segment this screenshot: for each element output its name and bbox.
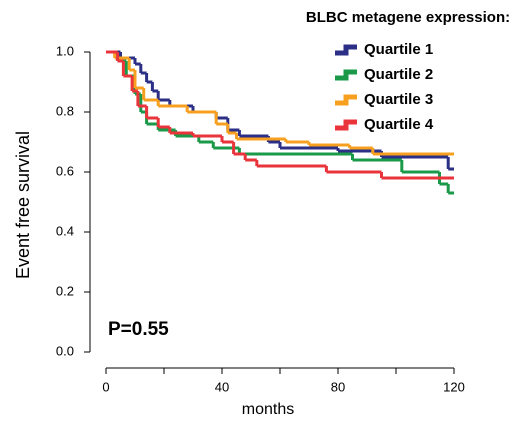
legend-label: Quartile 4 xyxy=(364,116,434,133)
p-value: P=0.55 xyxy=(108,319,169,340)
y-tick-label: 0.8 xyxy=(56,103,74,118)
legend-swatch xyxy=(335,69,357,81)
legend-label: Quartile 2 xyxy=(364,66,433,83)
chart-title: BLBC metagene expression: xyxy=(306,9,510,26)
y-tick-label: 0.2 xyxy=(56,283,74,298)
y-tick-label: 1.0 xyxy=(56,43,74,58)
x-tick-label: 120 xyxy=(443,379,465,394)
y-tick-label: 0.6 xyxy=(56,163,74,178)
y-tick-label: 0.4 xyxy=(56,223,74,238)
legend-swatch xyxy=(335,44,357,56)
x-tick-label: 40 xyxy=(215,379,229,394)
x-tick-label: 0 xyxy=(102,379,109,394)
legend-label: Quartile 1 xyxy=(364,41,433,58)
y-tick-label: 0.0 xyxy=(56,343,74,358)
x-tick-label: 80 xyxy=(331,379,345,394)
legend-label: Quartile 3 xyxy=(364,91,433,108)
y-axis-label: Event free survival xyxy=(13,131,33,279)
x-axis-label: months xyxy=(242,401,294,418)
legend-swatch xyxy=(335,119,357,131)
legend-swatch xyxy=(335,94,357,106)
